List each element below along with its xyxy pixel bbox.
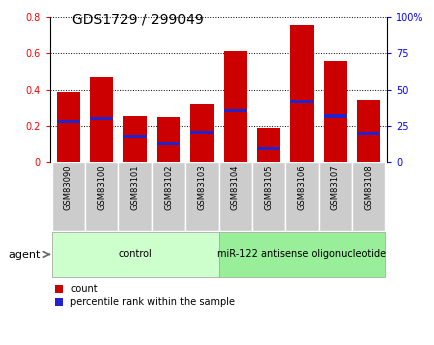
Text: GSM83101: GSM83101 — [130, 164, 139, 210]
Text: agent: agent — [9, 250, 41, 259]
Bar — [323, 114, 346, 118]
Bar — [56, 120, 80, 123]
Text: GDS1729 / 299049: GDS1729 / 299049 — [72, 12, 203, 26]
Bar — [285, 162, 318, 231]
Bar — [223, 109, 247, 112]
Bar — [90, 117, 113, 120]
Text: GSM83102: GSM83102 — [164, 164, 173, 210]
Bar — [56, 91, 80, 162]
Bar — [251, 162, 285, 231]
Text: GSM83108: GSM83108 — [363, 164, 372, 210]
Bar — [356, 100, 380, 162]
Text: GSM83107: GSM83107 — [330, 164, 339, 210]
Bar — [256, 147, 279, 150]
Bar — [118, 162, 151, 231]
Bar — [218, 162, 251, 231]
Bar — [157, 141, 180, 145]
Bar — [52, 162, 85, 231]
Bar — [318, 162, 351, 231]
Bar — [157, 117, 180, 162]
Bar — [256, 128, 279, 162]
Text: GSM83105: GSM83105 — [263, 164, 273, 210]
Text: control: control — [118, 249, 151, 259]
Bar — [185, 162, 218, 231]
Text: GSM83100: GSM83100 — [97, 164, 106, 210]
Bar — [190, 131, 213, 134]
Text: GSM83090: GSM83090 — [64, 164, 73, 210]
Bar — [323, 61, 346, 162]
Text: GSM83104: GSM83104 — [230, 164, 239, 210]
Text: GSM83103: GSM83103 — [197, 164, 206, 210]
Bar — [85, 162, 118, 231]
Legend: count, percentile rank within the sample: count, percentile rank within the sample — [55, 284, 235, 307]
Bar — [190, 104, 213, 162]
Bar — [90, 77, 113, 162]
Bar — [123, 135, 147, 138]
Bar — [123, 116, 147, 162]
Bar — [223, 51, 247, 162]
Bar — [52, 232, 218, 277]
Bar — [289, 100, 313, 103]
Bar — [351, 162, 385, 231]
Bar — [218, 232, 385, 277]
Text: miR-122 antisense oligonucleotide: miR-122 antisense oligonucleotide — [217, 249, 386, 259]
Bar — [356, 131, 380, 135]
Bar — [151, 162, 185, 231]
Text: GSM83106: GSM83106 — [297, 164, 306, 210]
Bar — [289, 26, 313, 162]
